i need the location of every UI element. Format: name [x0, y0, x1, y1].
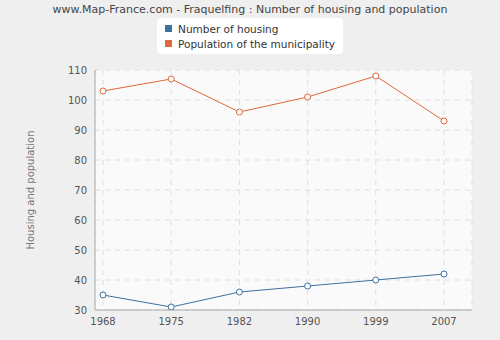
svg-text:1990: 1990	[295, 316, 320, 327]
svg-text:1968: 1968	[90, 316, 115, 327]
svg-text:100: 100	[68, 95, 87, 106]
html-text:www.Map-France.com - Fraquelfi: www.Map-France.com - Fraquelfing : Numbe…	[52, 3, 448, 16]
svg-text:110: 110	[68, 65, 87, 76]
svg-text:1982: 1982	[227, 316, 252, 327]
svg-text:2007: 2007	[431, 316, 456, 327]
html-text:Number of housing: Number of housing	[178, 22, 279, 35]
svg-text:1975: 1975	[158, 316, 183, 327]
svg-text:60: 60	[74, 215, 87, 226]
svg-text:Housing and population: Housing and population	[25, 130, 36, 249]
svg-text:70: 70	[74, 185, 87, 196]
svg-text:40: 40	[74, 275, 87, 286]
svg-text:1999: 1999	[363, 316, 388, 327]
svg-text:90: 90	[74, 125, 87, 136]
html-text:Population of the municipality: Population of the municipality	[178, 37, 335, 50]
svg-text:50: 50	[74, 245, 87, 256]
svg-text:30: 30	[74, 305, 87, 316]
svg-text:80: 80	[74, 155, 87, 166]
